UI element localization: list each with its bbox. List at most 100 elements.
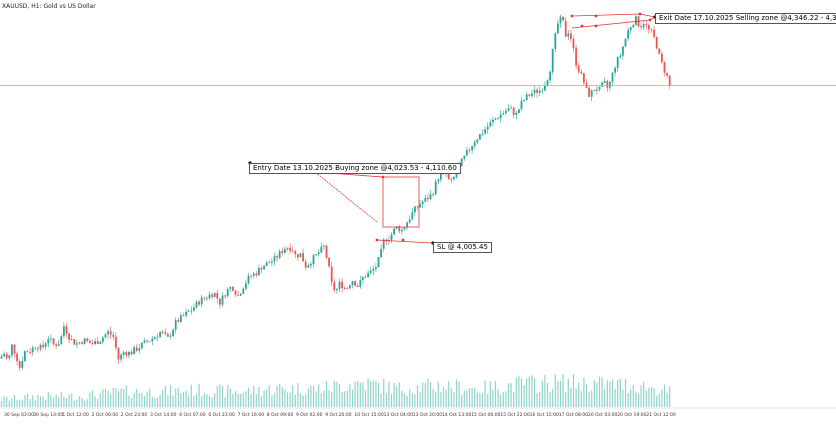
volume-bar	[16, 400, 18, 407]
volume-bar	[255, 394, 257, 407]
volume-bar	[601, 377, 603, 407]
candle-bullish	[47, 339, 50, 344]
candle-bullish	[598, 86, 601, 90]
candle-bullish	[611, 72, 614, 82]
volume-bar	[39, 396, 42, 407]
volume-bar	[245, 391, 247, 407]
candle-bullish	[471, 146, 473, 151]
candle-bearish	[203, 297, 206, 299]
volume-bar	[203, 392, 205, 407]
candle-bullish	[307, 265, 310, 268]
candle-bullish	[523, 100, 525, 101]
candle-bullish	[128, 351, 130, 356]
candle-bullish	[200, 297, 203, 305]
candle-bearish	[468, 150, 471, 151]
candle-bullish	[429, 194, 432, 200]
candle-bullish	[455, 173, 458, 177]
candle-bearish	[528, 94, 531, 96]
volume-bar	[190, 384, 192, 407]
volume-bar	[619, 378, 621, 407]
candle-bearish	[583, 73, 585, 83]
time-axis-label: 20 Oct 03:00	[588, 412, 617, 418]
candle-bearish	[167, 333, 169, 337]
volume-bar	[416, 385, 419, 407]
time-axis-label: 2 Oct 06:00	[92, 412, 119, 418]
volume-bar	[172, 395, 174, 407]
volume-bar	[523, 385, 525, 407]
candle-bearish	[216, 293, 219, 299]
volume-bar	[193, 396, 195, 407]
candle-bearish	[294, 251, 297, 255]
candle-bullish	[551, 48, 554, 72]
candle-bullish	[24, 351, 26, 362]
volume-bar	[463, 390, 465, 407]
candle-bullish	[538, 90, 541, 93]
candle-bullish	[629, 27, 632, 31]
volume-bar	[409, 389, 411, 407]
volume-bar	[427, 378, 429, 407]
volume-bar	[58, 397, 60, 407]
volume-bar	[45, 399, 47, 407]
candle-bearish	[427, 197, 429, 200]
volume-bar	[250, 394, 252, 407]
exit-trade-drawing[interactable]	[570, 12, 657, 29]
volume-bar	[208, 396, 211, 407]
candle-bearish	[354, 281, 356, 286]
volume-bar	[42, 396, 44, 407]
stop-loss-annotation-label[interactable]: SL @ 4,005.45	[433, 242, 492, 253]
volume-bar	[528, 376, 530, 407]
candle-bearish	[416, 206, 419, 208]
candle-bearish	[593, 90, 596, 92]
candle-bullish	[440, 171, 442, 180]
volume-bar	[393, 382, 395, 407]
candle-bullish	[94, 341, 96, 345]
candle-bearish	[34, 347, 37, 349]
candle-bullish	[403, 227, 406, 230]
entry-annotation-label[interactable]: Entry Date 13.10.2025 Buying zone @4,023…	[249, 163, 461, 174]
volume-bar	[242, 392, 244, 407]
volume-bar	[268, 385, 270, 407]
candle-bearish	[663, 62, 666, 73]
candle-bullish	[174, 320, 177, 330]
candle-bearish	[146, 340, 148, 342]
exit-annotation-label[interactable]: Exit Date 17.10.2025 Selling zone @4,346…	[655, 13, 836, 24]
candle-bearish	[177, 320, 180, 322]
candle-bearish	[562, 16, 564, 21]
candle-bullish	[271, 261, 273, 263]
volume-bar	[552, 388, 554, 407]
candle-bearish	[276, 256, 278, 258]
volume-bar	[567, 378, 569, 407]
volume-bar	[515, 377, 517, 407]
volume-bar	[299, 393, 302, 407]
time-axis-label: 13 Oct 04:00	[384, 412, 413, 418]
candle-bullish	[434, 181, 437, 195]
volume-bar	[227, 385, 229, 407]
volume-bar	[237, 393, 239, 407]
volume-bar	[271, 395, 273, 407]
volume-bar	[398, 382, 400, 407]
volume-bar	[533, 378, 536, 407]
candle-bearish	[512, 107, 515, 116]
volume-bar	[32, 395, 34, 407]
volume-bar	[650, 386, 653, 407]
candle-bearish	[666, 72, 668, 76]
volume-bar	[640, 385, 642, 407]
time-axis-label: 6 Oct 07:00	[179, 412, 206, 418]
volume-bar	[229, 388, 231, 407]
volume-bar	[175, 388, 177, 407]
candle-bullish	[406, 222, 408, 228]
volume-bar	[502, 392, 504, 407]
candle-bullish	[349, 285, 351, 289]
volume-bar	[297, 383, 299, 407]
candle-bullish	[336, 289, 338, 291]
candle-bullish	[507, 108, 510, 112]
volume-bar	[29, 399, 31, 407]
volume-bar	[151, 396, 153, 407]
candle-bearish	[26, 351, 29, 353]
volume-bar	[138, 393, 140, 407]
volume-bar	[455, 379, 458, 407]
volume-bar	[406, 395, 408, 407]
volume-bar	[73, 400, 75, 407]
